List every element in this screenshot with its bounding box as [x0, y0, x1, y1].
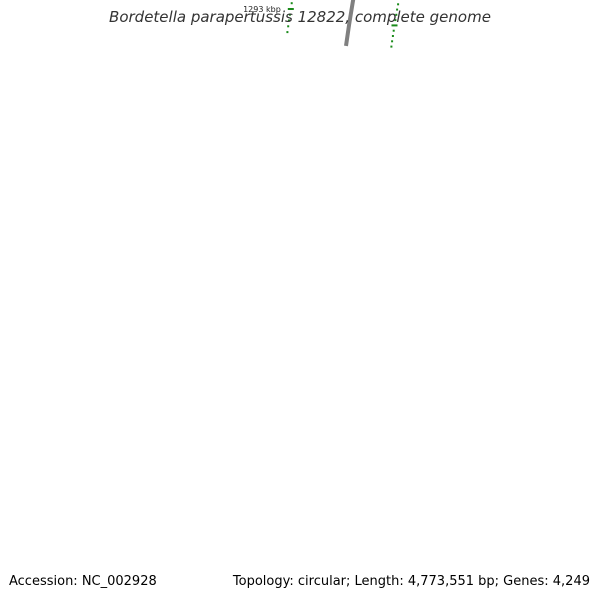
minor-tick	[392, 29, 395, 32]
inner-tick-ring: 1293 kbp1294 kbp1295 kbp1296 kbp1297 kbp…	[243, 2, 294, 34]
major-tick	[287, 8, 294, 10]
minor-tick	[394, 19, 397, 22]
minor-tick	[397, 3, 400, 6]
minor-tick	[290, 2, 293, 5]
minor-tick	[288, 13, 291, 16]
genome-title: Bordetella parapertussis 12822, complete…	[109, 8, 491, 26]
genome-summary-text: Topology: circular; Length: 4,773,551 bp…	[232, 574, 590, 589]
minor-tick	[395, 13, 398, 16]
minor-tick	[391, 40, 394, 43]
minor-tick	[287, 25, 290, 28]
minor-tick	[391, 35, 394, 37]
accession-text: Accession: NC_002928	[9, 574, 157, 589]
outer-tick-ring	[390, 3, 400, 48]
major-tick	[391, 24, 398, 27]
minor-tick	[396, 8, 399, 11]
minor-tick	[286, 31, 289, 34]
minor-tick	[288, 19, 290, 22]
tick-label: 1293 kbp	[243, 5, 281, 14]
minor-tick	[390, 45, 393, 48]
